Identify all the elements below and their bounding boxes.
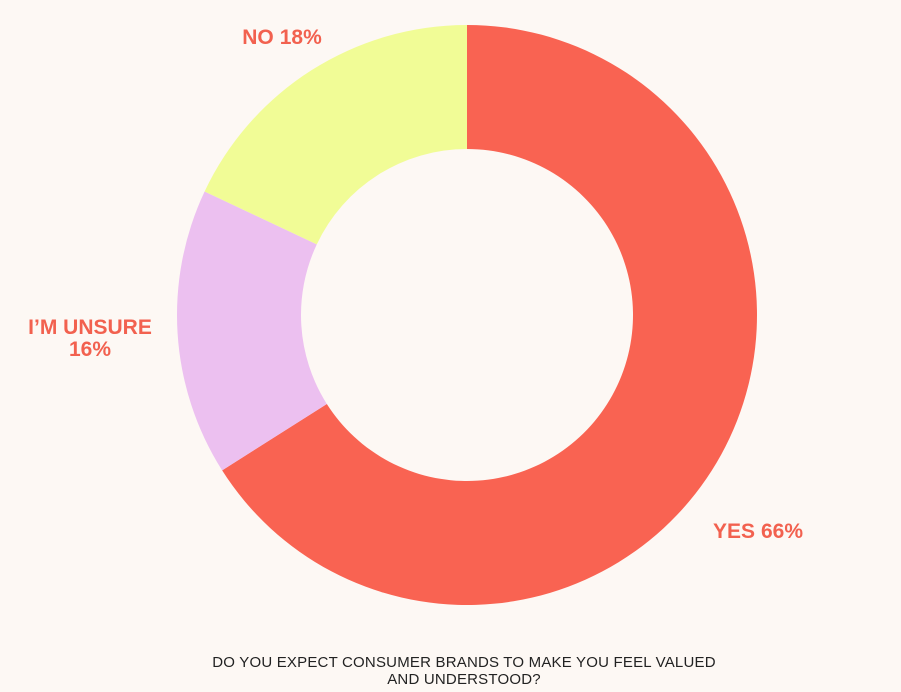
donut-slice [204,25,467,245]
category-label: YES [713,520,755,543]
category-label: NO [242,26,274,49]
category-label: I’M UNSURE [28,316,152,339]
chart-title: DO YOU EXPECT CONSUMER BRANDS TO MAKE YO… [212,654,716,688]
donut-slice [222,25,757,606]
slice-label: NO 18% [242,26,322,49]
value-label: 16% [69,338,111,361]
slice-label: I’M UNSURE 16% [28,316,152,361]
slice-label: YES 66% [713,520,803,543]
donut-slice [177,191,327,471]
value-label: 18% [280,26,322,49]
chart: YES 66% I’M UNSURE 16% NO 18% [28,25,803,606]
value-label: 66% [761,520,803,543]
